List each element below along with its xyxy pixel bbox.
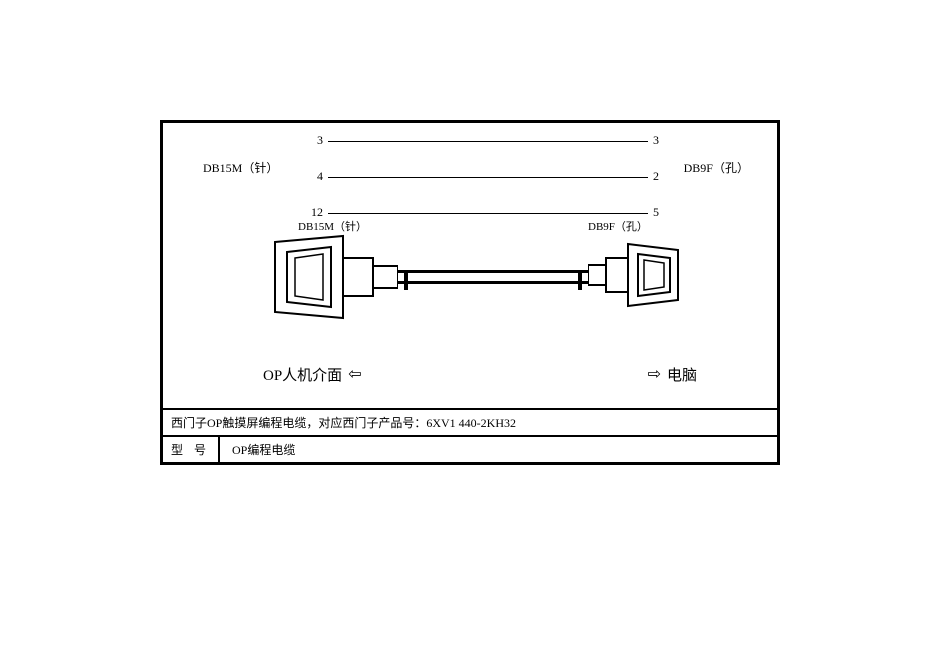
right-connector-label: DB9F（孔） <box>684 159 749 176</box>
wire-line <box>328 177 648 178</box>
arrow-left-icon: ⇦ <box>348 367 361 383</box>
direction-right-text: 电脑 <box>667 364 697 385</box>
pin-left: 3 <box>303 133 323 148</box>
direction-row: OP人机介面 ⇦ ⇨ 电脑 <box>163 364 777 388</box>
db9f-connector-icon <box>588 240 680 315</box>
arrow-right-icon: ⇨ <box>648 367 661 383</box>
diagram-frame: DB15M（针） DB9F（孔） 3 3 4 2 12 5 DB15M（针） D… <box>160 120 780 465</box>
model-bar: 型 号 OP编程电缆 <box>163 435 777 462</box>
cable-band <box>578 270 582 290</box>
direction-left-text: OP人机介面 <box>263 364 342 385</box>
db15m-connector-icon <box>273 234 398 325</box>
cable-band <box>404 270 408 290</box>
connector-left-label: DB15M（针） <box>298 218 367 234</box>
pin-right: 2 <box>653 169 659 184</box>
connector-right-label: DB9F（孔） <box>588 218 648 234</box>
wire-line <box>328 141 648 142</box>
cable-illustration: DB15M（针） DB9F（孔） <box>163 218 777 328</box>
pin-right: 3 <box>653 133 659 148</box>
model-value: OP编程电缆 <box>220 437 307 462</box>
pin-left: 4 <box>303 169 323 184</box>
wire-row: 4 2 <box>163 177 777 195</box>
left-connector-label: DB15M（针） <box>203 159 278 176</box>
wire-row: 3 3 <box>163 141 777 159</box>
diagram-area: DB15M（针） DB9F（孔） 3 3 4 2 12 5 DB15M（针） D… <box>163 123 777 408</box>
cable-body <box>398 270 588 284</box>
wire-line <box>328 213 648 214</box>
direction-left: OP人机介面 ⇦ <box>263 364 362 385</box>
model-key: 型 号 <box>163 437 220 462</box>
description-bar: 西门子OP触摸屏编程电缆，对应西门子产品号：6XV1 440-2KH32 <box>163 408 777 435</box>
direction-right: ⇨ 电脑 <box>648 364 697 385</box>
pin-wiring: DB15M（针） DB9F（孔） 3 3 4 2 12 5 <box>163 141 777 195</box>
description-text: 西门子OP触摸屏编程电缆，对应西门子产品号：6XV1 440-2KH32 <box>171 416 516 430</box>
